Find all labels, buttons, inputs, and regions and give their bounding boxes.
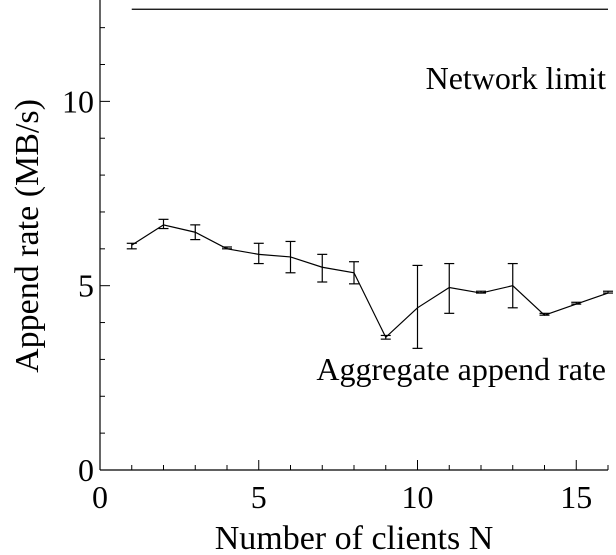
y-axis-label: Append rate (MB/s): [9, 99, 46, 373]
error-bar: [380, 334, 391, 340]
error-bar: [126, 242, 137, 250]
error-bar: [539, 312, 550, 316]
ticks: 0 5 10 15 0 5 10: [62, 27, 609, 515]
error-bar: [253, 242, 264, 265]
series-group: [126, 8, 613, 349]
error-bar: [190, 224, 201, 241]
error-bar: [285, 240, 296, 274]
error-bar: [222, 246, 232, 250]
x-tick-label: 15: [560, 479, 592, 515]
error-bar: [571, 301, 582, 305]
error-bar: [349, 261, 359, 285]
error-bar: [603, 290, 613, 294]
error-bar: [507, 262, 518, 309]
x-tick-label: 5: [251, 479, 267, 515]
error-bar: [158, 218, 169, 230]
y-tick-label: 10: [62, 83, 94, 119]
y-tick-label: 5: [78, 268, 94, 304]
error-bar: [412, 264, 423, 349]
y-tick-label: 0: [78, 452, 94, 488]
x-tick-label: 10: [402, 479, 434, 515]
x-axis-label: Number of clients N: [215, 520, 494, 555]
network-limit-label: Network limit: [426, 60, 607, 96]
error-bar: [476, 290, 486, 294]
aggregate-rate-line: [131, 224, 609, 339]
x-tick-label: 0: [92, 479, 108, 515]
error-bar: [317, 253, 328, 283]
error-bar: [444, 262, 455, 314]
aggregate-rate-label: Aggregate append rate: [316, 351, 606, 387]
